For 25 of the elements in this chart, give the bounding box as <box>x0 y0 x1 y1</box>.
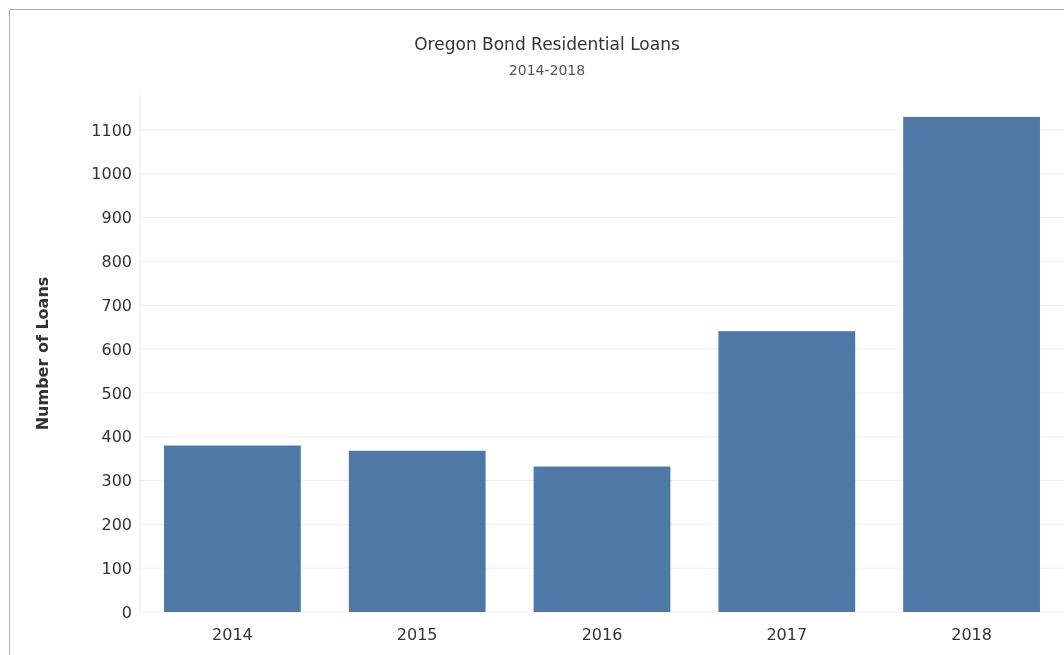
y-tick-label: 400 <box>101 427 132 447</box>
x-tick-label: 2017 <box>766 625 808 644</box>
bar <box>718 331 856 612</box>
bar <box>533 466 671 612</box>
y-tick-label: 0 <box>121 602 132 622</box>
y-tick-label: 600 <box>101 339 132 359</box>
y-tick-label: 200 <box>101 514 132 534</box>
chart-subtitle: 2014-2018 <box>508 62 586 78</box>
y-tick-label: 100 <box>101 558 132 578</box>
y-tick-label: 800 <box>101 252 132 272</box>
bar <box>348 450 486 612</box>
x-tick-label: 2016 <box>581 625 623 644</box>
y-tick-label: 1100 <box>91 120 132 140</box>
y-tick-label: 1000 <box>91 164 132 184</box>
bar <box>164 445 301 612</box>
y-axis-title: Number of Loans <box>33 276 52 431</box>
x-tick-label: 2018 <box>951 625 992 644</box>
y-tick-label: 500 <box>101 383 132 403</box>
bar <box>903 116 1040 612</box>
chart-title: Oregon Bond Residential Loans <box>414 34 680 54</box>
y-tick-label: 900 <box>101 208 132 228</box>
x-tick-label: 2014 <box>212 625 253 644</box>
y-tick-label: 700 <box>101 295 132 315</box>
x-tick-label: 2015 <box>396 625 438 644</box>
y-tick-label: 300 <box>101 471 132 491</box>
